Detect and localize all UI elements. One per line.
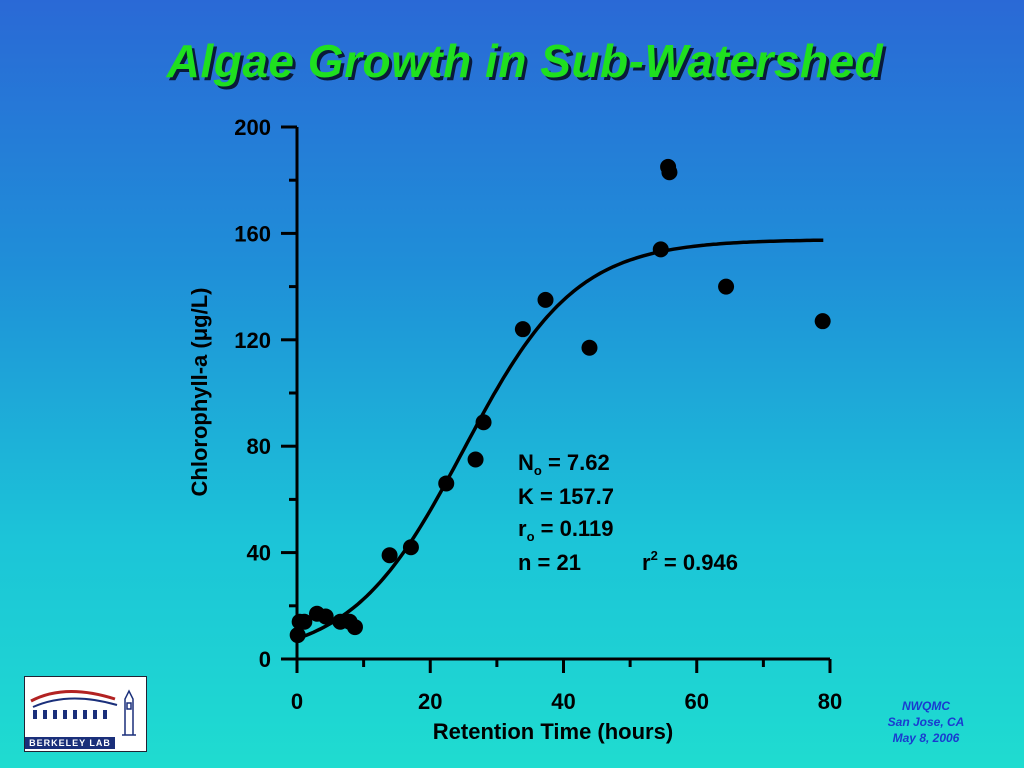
x-axis-title: Retention Time (hours) bbox=[433, 719, 673, 744]
annotation-r2: r2 = 0.946 bbox=[642, 548, 738, 575]
slide-title: Algae Growth in Sub-Watershed bbox=[166, 35, 884, 87]
data-point bbox=[346, 619, 363, 636]
footer-line-1: NWQMC bbox=[902, 699, 950, 713]
berkeley-lab-logo-graphic bbox=[30, 689, 136, 736]
x-ticks: 0 20 40 60 80 bbox=[291, 659, 842, 714]
y-tick-label: 200 bbox=[234, 115, 271, 140]
data-point bbox=[581, 339, 598, 356]
data-point bbox=[296, 613, 313, 630]
y-ticks: 0 40 80 120 160 200 bbox=[234, 115, 297, 672]
data-point bbox=[467, 451, 484, 468]
x-tick-label: 60 bbox=[685, 689, 709, 714]
footer-line-2: San Jose, CA bbox=[887, 715, 965, 729]
x-tick-label: 20 bbox=[418, 689, 442, 714]
data-point bbox=[289, 627, 306, 644]
y-tick-label: 40 bbox=[247, 541, 271, 566]
x-tick-label: 40 bbox=[551, 689, 575, 714]
x-tick-label: 0 bbox=[291, 689, 303, 714]
data-point bbox=[475, 414, 492, 431]
fit-annotation: No = 7.62 K = 157.7 ro = 0.119 n = 21 r2… bbox=[518, 450, 738, 575]
annotation-n0: No = 7.62 bbox=[518, 450, 610, 478]
y-tick-label: 160 bbox=[234, 221, 271, 246]
y-axis-title: Chlorophyll-a (μg/L) bbox=[187, 288, 212, 497]
data-point bbox=[381, 547, 398, 564]
data-point bbox=[317, 608, 334, 625]
data-point bbox=[652, 241, 669, 258]
logistic-fit-line bbox=[296, 238, 824, 641]
data-point bbox=[402, 539, 419, 556]
y-tick-label: 80 bbox=[247, 434, 271, 459]
x-tick-label: 80 bbox=[818, 689, 842, 714]
y-tick-label: 0 bbox=[259, 647, 271, 672]
data-point bbox=[438, 475, 455, 492]
data-point bbox=[514, 321, 531, 338]
annotation-k: K = 157.7 bbox=[518, 484, 614, 509]
footer-line-3: May 8, 2006 bbox=[892, 731, 960, 745]
y-tick-label: 120 bbox=[234, 328, 271, 353]
footer-info: NWQMC San Jose, CA May 8, 2006 bbox=[860, 698, 992, 746]
data-point bbox=[537, 291, 554, 308]
annotation-r0: ro = 0.119 bbox=[518, 516, 613, 544]
data-point bbox=[661, 164, 678, 181]
berkeley-lab-logo: BERKELEY LAB bbox=[24, 676, 147, 752]
annotation-n: n = 21 bbox=[518, 550, 581, 575]
data-point bbox=[814, 313, 831, 330]
logo-text: BERKELEY LAB bbox=[25, 737, 115, 749]
data-point bbox=[718, 278, 735, 295]
data-points bbox=[289, 158, 831, 644]
axes bbox=[295, 127, 830, 661]
